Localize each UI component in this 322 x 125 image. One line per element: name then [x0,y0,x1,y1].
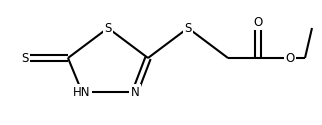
Text: N: N [131,86,139,98]
Text: HN: HN [73,86,91,98]
Text: O: O [285,52,295,64]
Text: S: S [104,22,112,35]
Text: S: S [184,22,192,35]
Text: S: S [21,52,29,64]
Text: O: O [253,16,263,28]
